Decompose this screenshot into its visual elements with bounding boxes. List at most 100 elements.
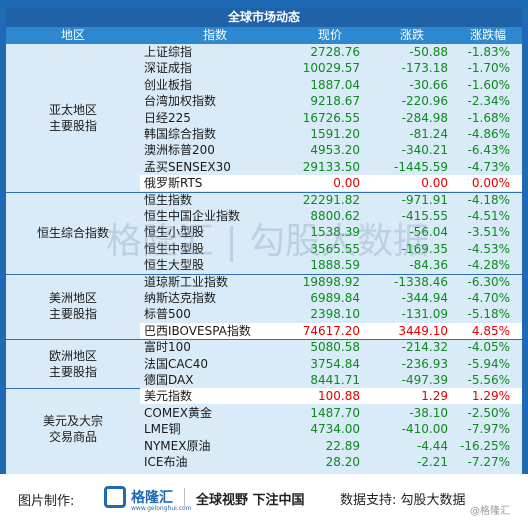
change: -38.10 [409,405,448,420]
index-name: 创业板指 [144,77,193,92]
table-row: 澳洲标普200 4953.20 -340.21 -6.43% [140,142,522,158]
price: 2398.10 [310,307,360,322]
change-pct: -5.56% [467,373,510,387]
table-row: 标普500 2398.10 -131.09 -5.18% [140,306,522,322]
region-separator [6,191,522,193]
price: 8441.71 [310,373,360,387]
change: -236.93 [401,356,448,371]
change: -1445.59 [394,159,448,174]
header-change: 涨跌 [399,28,424,42]
change-pct: -4.18% [467,192,510,207]
region-label: 恒生综合指数 [6,192,140,274]
change: -214.32 [401,340,448,355]
index-name: 法国CAC40 [144,356,209,371]
index-name: 标普500 [144,307,191,322]
change: -340.21 [401,143,448,158]
price: 100.88 [318,389,360,404]
change-pct: -4.73% [467,159,510,174]
price: 29133.50 [302,159,360,174]
change: -2.21 [416,455,448,469]
change-pct: -1.60% [467,77,510,92]
change: -284.98 [401,110,448,125]
table-row: 深证成指 10029.57 -173.18 -1.70% [140,60,522,76]
change: -50.88 [409,45,448,59]
footer: 图片制作: 格隆汇 www.gelonghui.com 全球视野 下注中国 数据… [0,474,528,522]
price: 1487.70 [310,405,360,420]
price: 10029.57 [302,61,360,76]
change-pct: -2.34% [467,94,510,109]
change-pct: -4.28% [467,258,510,273]
change: -56.04 [409,225,448,240]
table-row: 巴西IBOVESPA指数 74617.20 3449.10 4.85% [140,323,522,339]
change: -173.18 [401,61,448,76]
price: 8800.62 [310,209,360,223]
table-row: LME铜 4734.00 -410.00 -7.97% [140,421,522,437]
table-row: 台湾加权指数 9218.67 -220.96 -2.34% [140,93,522,109]
header-index: 指数 [202,28,227,42]
index-name: NYMEX原油 [144,438,211,453]
table-row: 恒生指数 22291.82 -971.91 -4.18% [140,192,522,208]
table-row: 德国DAX 8441.71 -497.39 -5.56% [140,372,522,388]
price: 3754.84 [310,356,360,371]
change: -1338.46 [394,274,448,289]
table-row: 日经225 16726.55 -284.98 -1.68% [140,110,522,126]
change-pct: -4.51% [467,209,510,223]
index-name: 巴西IBOVESPA指数 [144,323,251,338]
price: 4953.20 [310,143,360,158]
change-pct: -4.70% [467,291,510,305]
change-pct: -4.05% [467,340,510,355]
change-pct: -7.27% [467,455,510,469]
market-table-panel: 全球市场动态 地区 指数 现价 涨跌 涨跌幅 亚太地区 主要股指 上证综指 2728… [6,8,522,474]
region-label: 亚太地区 主要股指 [6,44,140,192]
index-name: 德国DAX [144,373,194,387]
change-pct: -4.86% [467,127,510,141]
change: -169.35 [401,241,448,256]
table-row: 俄罗斯RTS 0.00 0.00 0.00% [140,175,522,191]
change: -131.09 [401,307,448,322]
table-row: NYMEX原油 22.89 -4.44 -16.25% [140,438,522,454]
price: 22291.82 [302,192,360,207]
change-pct: 4.85% [471,323,510,338]
price: 6989.84 [310,291,360,305]
change: -415.55 [401,209,448,223]
table-row: 韩国综合指数 1591.20 -81.24 -4.86% [140,126,522,142]
brand-url: www.gelonghui.com [131,505,192,512]
index-name: 纳斯达克指数 [144,291,217,305]
change: -410.00 [401,422,448,437]
index-name: 台湾加权指数 [144,94,217,109]
table-header: 地区 指数 现价 涨跌 涨跌幅 [6,27,522,44]
table-row: 道琼斯工业指数 19898.92 -1338.46 -6.30% [140,274,522,290]
change-pct: -6.30% [467,274,510,289]
footer-slogan: 全球视野 下注中国 [196,493,305,508]
row-highlight [140,175,522,192]
footer-data-support: 数据支持: 勾股大数据 [340,493,466,508]
region-separator [6,273,522,275]
index-name: 恒生小型股 [144,225,205,240]
index-name: 澳洲标普200 [144,143,215,158]
region-label: 美元及大宗 交易商品 [6,388,140,470]
brand-logo-icon [104,486,126,508]
header-region: 地区 [60,28,85,42]
table-row: 恒生大型股 1888.59 -84.36 -4.28% [140,257,522,273]
change: -344.94 [401,291,448,305]
region-label: 美洲地区 主要股指 [6,274,140,340]
brand-name: 格隆汇 [131,490,173,506]
table-row: 纳斯达克指数 6989.84 -344.94 -4.70% [140,290,522,306]
change-pct: -3.51% [467,225,510,240]
index-name: 美元指数 [144,389,193,404]
change-pct: -16.25% [460,438,511,453]
change-pct: -5.18% [467,307,510,322]
region-label-text: 欧洲地区 主要股指 [48,348,97,379]
change: 0.00 [421,176,448,191]
table-row: 孟买SENSEX30 29133.50 -1445.59 -4.73% [140,159,522,175]
table-row: 法国CAC40 3754.84 -236.93 -5.94% [140,356,522,372]
price: 1887.04 [310,77,360,92]
price: 19898.92 [302,274,360,289]
table-title: 全球市场动态 [6,8,522,27]
index-name: 恒生大型股 [144,258,205,273]
change: -30.66 [409,77,448,92]
footer-made-by: 图片制作: [18,494,75,509]
table-row: 恒生小型股 1538.39 -56.04 -3.51% [140,224,522,240]
price: 16726.55 [302,110,360,125]
